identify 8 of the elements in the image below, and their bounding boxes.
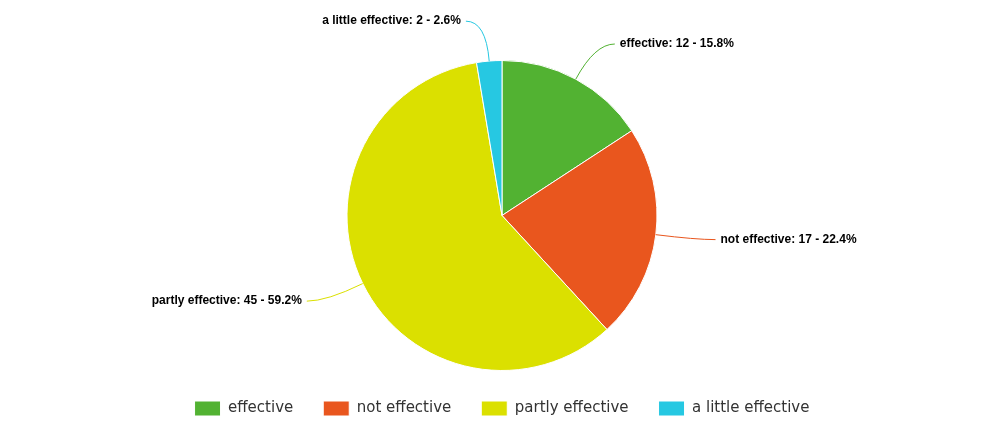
data-label: a little effective: 2 - 2.6% <box>322 13 462 28</box>
legend-label: a little effective <box>692 398 810 417</box>
data-label: not effective: 17 - 22.4% <box>720 231 857 246</box>
data-label: partly effective: 45 - 59.2% <box>151 293 303 308</box>
data-label: effective: 12 - 15.8% <box>619 36 735 51</box>
legend-label: effective <box>228 398 294 417</box>
legend-label: not effective <box>356 398 452 417</box>
legend-label: partly effective <box>514 398 629 417</box>
